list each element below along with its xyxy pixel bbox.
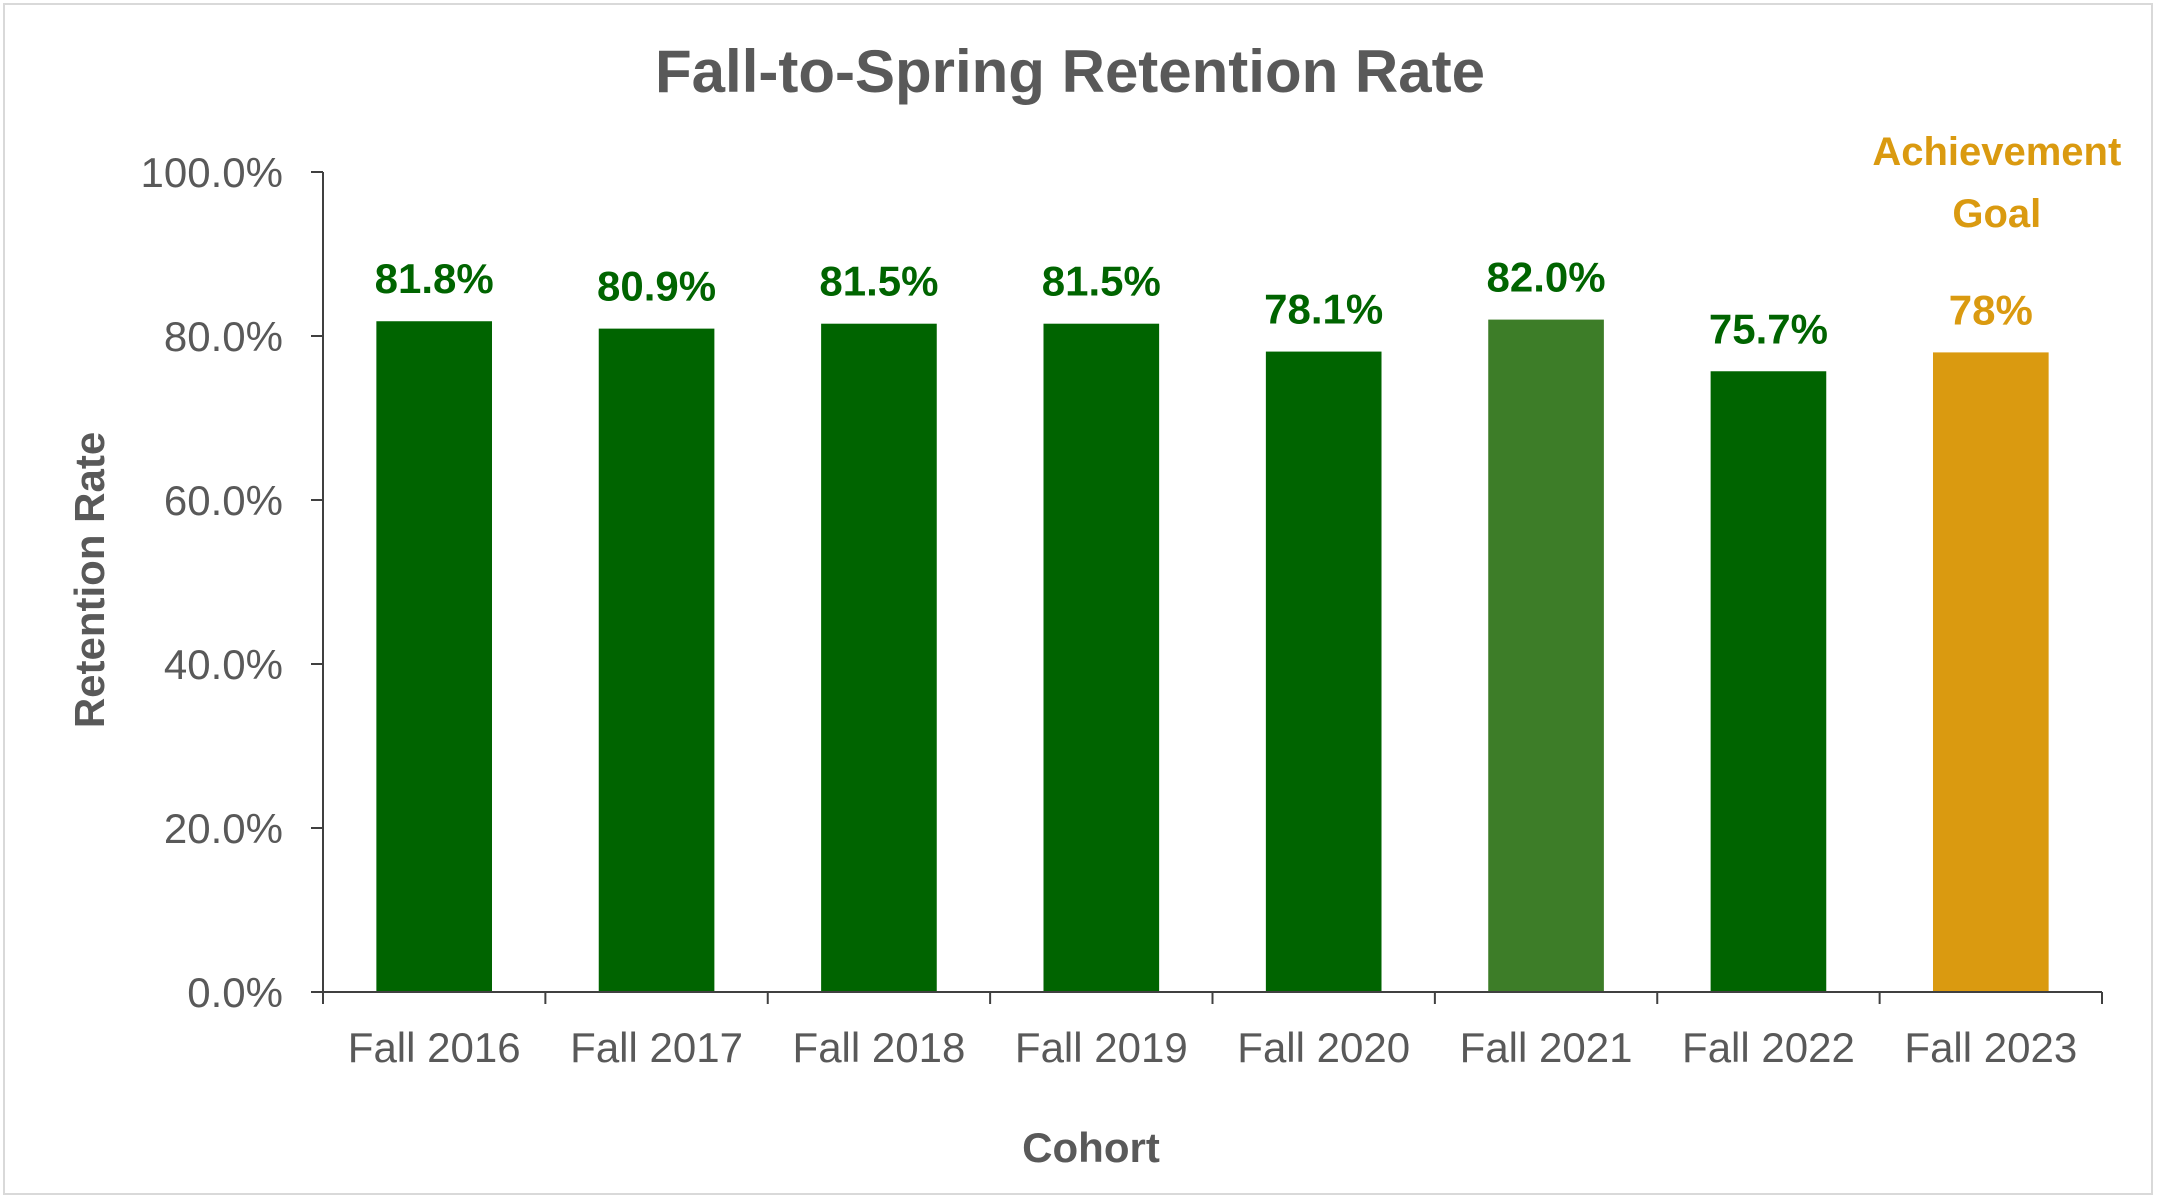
y-tick-label: 60.0%: [164, 477, 283, 524]
data-label: 78%: [1949, 286, 2033, 333]
bar: [1043, 323, 1160, 992]
bar: [1932, 352, 2049, 992]
y-tick-label: 100.0%: [141, 149, 283, 196]
x-axis-ticks: Fall 2016 Fall 2017 Fall 2018 Fall 2019 Fall…: [322, 992, 2103, 1071]
goal-annotation-line: Achievement: [1872, 130, 2121, 174]
data-label: 81.8%: [375, 255, 494, 302]
x-tick-label: Fall 2020: [1237, 1024, 1410, 1071]
x-axis-label: Cohort: [1022, 1124, 1160, 1171]
chart-title: Fall-to-Spring Retention Rate: [655, 38, 1485, 105]
data-label: 81.5%: [1042, 258, 1161, 305]
bar: [376, 321, 493, 992]
goal-annotation: Achievement Goal: [1872, 130, 2121, 236]
x-tick-label: Fall 2016: [348, 1024, 521, 1071]
x-tick-label: Fall 2019: [1015, 1024, 1188, 1071]
y-tick-label: 0.0%: [187, 969, 283, 1016]
goal-annotation-line: Goal: [1952, 192, 2041, 236]
y-tick-label: 20.0%: [164, 805, 283, 852]
y-axis-ticks: 0.0% 20.0% 40.0% 60.0% 80.0% 100.0%: [141, 149, 323, 1016]
x-tick-label: Fall 2021: [1460, 1024, 1633, 1071]
x-tick-label: Fall 2023: [1904, 1024, 2077, 1071]
x-tick-label: Fall 2018: [793, 1024, 966, 1071]
data-labels-group: 81.8% 80.9% 81.5% 81.5% 78.1% 82.0% 75.7% 78%: [375, 254, 2033, 353]
data-label: 81.5%: [819, 258, 938, 305]
data-label: 75.7%: [1709, 305, 1828, 352]
bar: [1488, 319, 1604, 993]
bar: [598, 328, 715, 992]
bar: [821, 323, 937, 992]
data-label: 82.0%: [1487, 254, 1606, 301]
data-label: 80.9%: [597, 263, 716, 310]
y-tick-label: 80.0%: [164, 313, 283, 360]
y-tick-label: 40.0%: [164, 641, 283, 688]
x-tick-label: Fall 2017: [570, 1024, 743, 1071]
data-label: 78.1%: [1264, 286, 1383, 333]
x-tick-label: Fall 2022: [1682, 1024, 1855, 1071]
y-axis-label: Retention Rate: [66, 432, 113, 728]
bar: [1710, 371, 1827, 992]
bars-group: [376, 319, 2049, 993]
bar: [1265, 351, 1382, 993]
